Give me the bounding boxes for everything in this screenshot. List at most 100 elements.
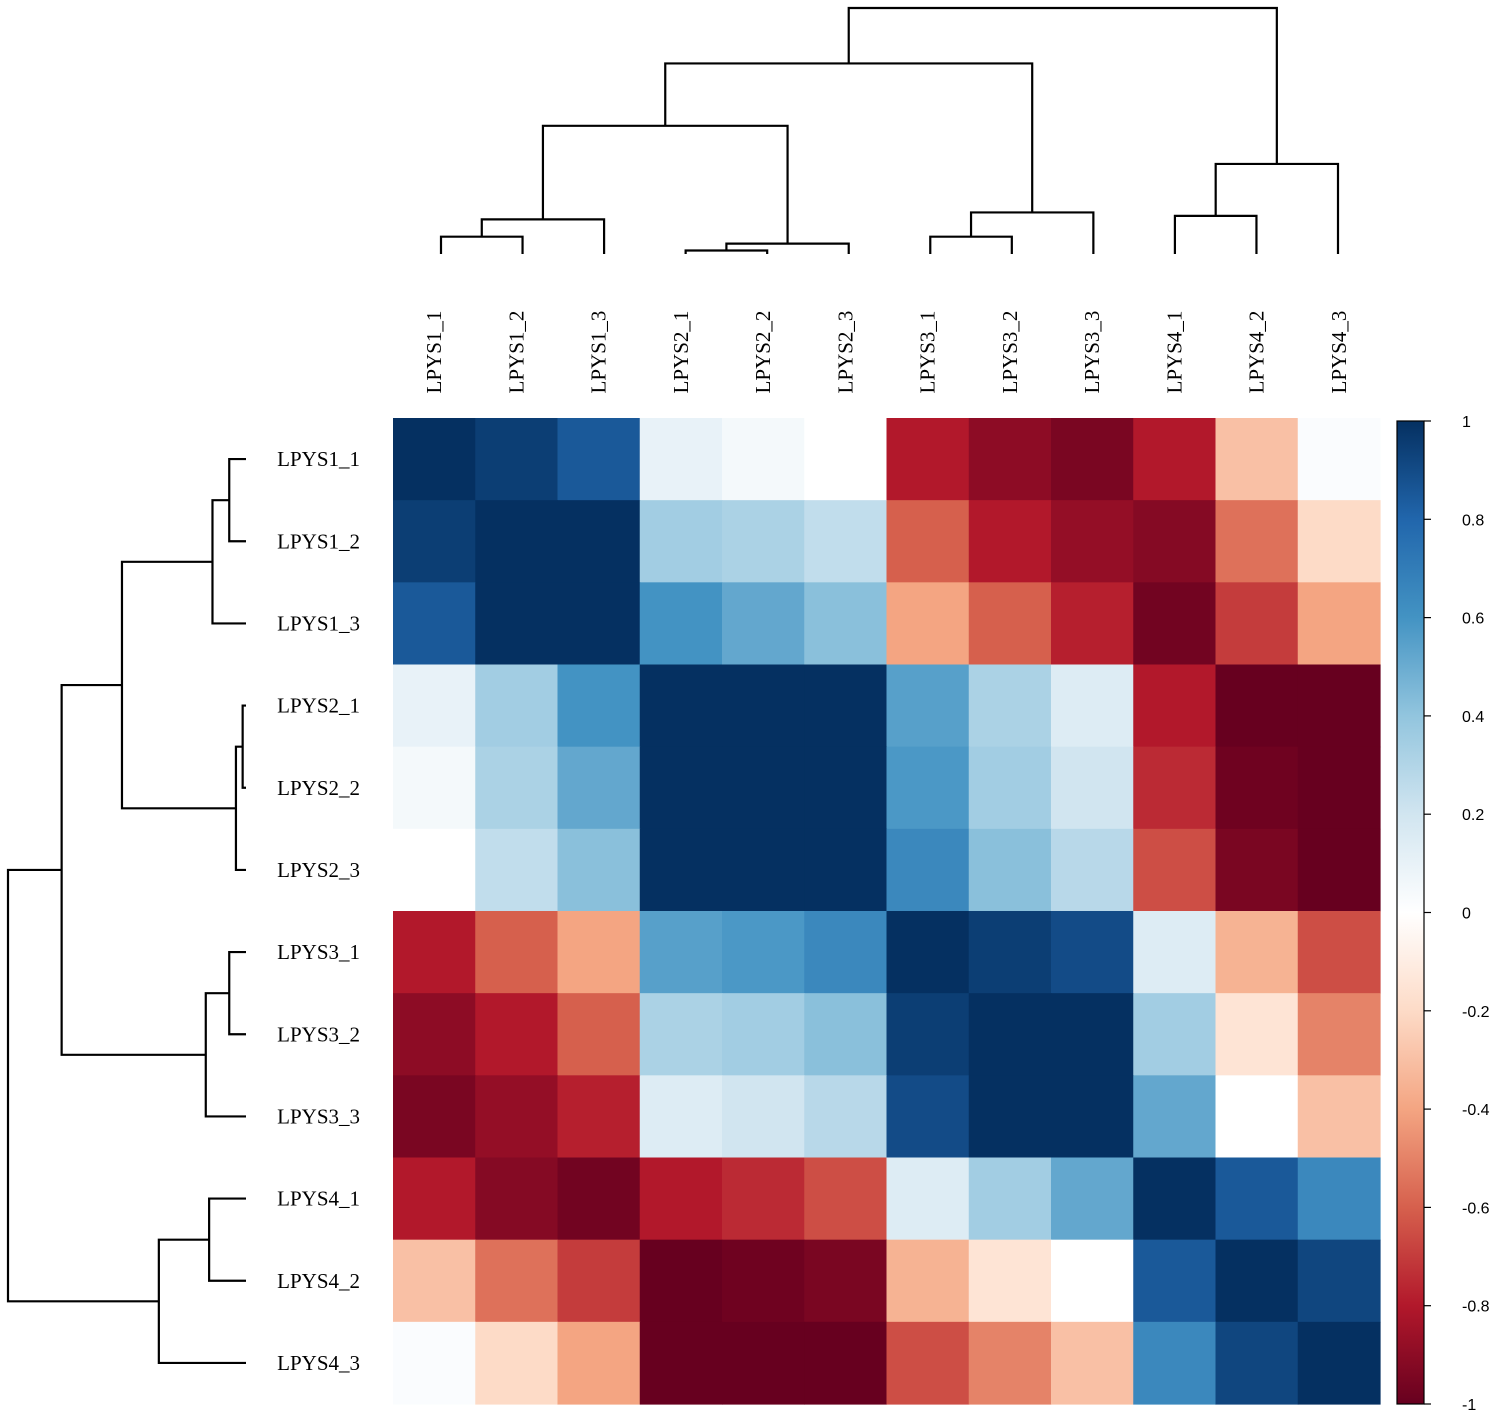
row-label: LPYS2_1 bbox=[277, 694, 360, 718]
heatmap-cell bbox=[722, 746, 805, 830]
heatmap-cell bbox=[475, 1075, 559, 1159]
heatmap-cell bbox=[804, 828, 888, 912]
heatmap-cell bbox=[1297, 418, 1381, 501]
heatmap-cell bbox=[1215, 1157, 1299, 1241]
dendrogram-branch bbox=[684, 249, 769, 254]
heatmap-cell bbox=[804, 500, 888, 583]
dendrogram-branch bbox=[228, 457, 246, 543]
heatmap-cell bbox=[1215, 418, 1299, 501]
heatmap-cell bbox=[1133, 1239, 1217, 1323]
dendrogram-branch bbox=[211, 499, 246, 625]
heatmap-cell bbox=[722, 500, 805, 583]
heatmap-cell bbox=[886, 582, 970, 666]
heatmap-cell bbox=[804, 746, 888, 830]
heatmap-cell bbox=[1215, 500, 1299, 583]
heatmap-cell bbox=[722, 1239, 805, 1323]
row-label: LPYS3_1 bbox=[277, 940, 360, 964]
colorbar-tick-label: -1 bbox=[1462, 1397, 1476, 1414]
dendrogram-branch bbox=[439, 235, 524, 254]
heatmap-cell bbox=[639, 500, 723, 583]
colorbar-tick-label: 1 bbox=[1462, 414, 1471, 431]
dendrogram-branch bbox=[1214, 162, 1340, 254]
dendrogram-branch bbox=[204, 992, 246, 1118]
heatmap-cell bbox=[557, 664, 641, 748]
heatmap-cell bbox=[722, 911, 805, 994]
color-legend: 1 0.8 0.6 0.4 0.2 0 -0.2 -0.4 -0.6 -0.8 -1 bbox=[1396, 414, 1490, 1414]
heatmap-cell bbox=[968, 418, 1052, 501]
colorbar-tick-label: 0.6 bbox=[1462, 611, 1484, 628]
row-label: LPYS2_2 bbox=[277, 776, 360, 800]
heatmap-cell bbox=[557, 1157, 641, 1241]
heatmap-cell bbox=[557, 500, 641, 583]
row-label: LPYS3_3 bbox=[277, 1104, 360, 1128]
row-labels: LPYS1_1 LPYS1_2 LPYS1_3 LPYS2_1 LPYS2_2 LPYS2… bbox=[277, 447, 360, 1375]
heatmap-cell bbox=[804, 1239, 888, 1323]
column-label: LPYS1_1 bbox=[422, 311, 446, 394]
heatmap-cell bbox=[639, 582, 723, 666]
heatmap-cell bbox=[1297, 500, 1381, 583]
heatmap-cell bbox=[557, 582, 641, 666]
heatmap-cell bbox=[475, 1239, 559, 1323]
column-labels: LPYS1_1 LPYS1_2 LPYS1_3 LPYS2_1 LPYS2_2 LPYS2… bbox=[422, 311, 1351, 394]
column-label: LPYS3_3 bbox=[1080, 311, 1104, 394]
dendrogram-branch bbox=[847, 6, 1278, 164]
heatmap-cell bbox=[804, 993, 888, 1076]
heatmap-cell bbox=[475, 582, 559, 666]
row-label: LPYS4_3 bbox=[277, 1351, 360, 1375]
heatmap-cell bbox=[639, 664, 723, 748]
dendrogram-branch bbox=[929, 235, 1013, 254]
heatmap-cell bbox=[1051, 1075, 1134, 1159]
heatmap-cell bbox=[804, 1321, 888, 1405]
heatmap-cell bbox=[722, 582, 805, 666]
heatmap-cell bbox=[639, 1321, 723, 1405]
heatmap-cell bbox=[968, 1075, 1052, 1159]
heatmap-cell bbox=[639, 1157, 723, 1241]
dendrogram-branch bbox=[1173, 214, 1258, 254]
heatmap-cell bbox=[1297, 664, 1381, 748]
heatmap-cell bbox=[393, 1157, 476, 1241]
row-label: LPYS1_3 bbox=[277, 611, 360, 635]
heatmap-cell bbox=[1051, 828, 1134, 912]
heatmap-cell bbox=[475, 911, 559, 994]
heatmap-cell bbox=[1297, 1239, 1381, 1323]
heatmap-cell bbox=[639, 828, 723, 912]
heatmap-cell bbox=[1051, 582, 1134, 666]
heatmap-cells bbox=[393, 418, 1381, 1405]
heatmap-cell bbox=[1215, 911, 1299, 994]
heatmap-cell bbox=[886, 993, 970, 1076]
heatmap-cell bbox=[1297, 582, 1381, 666]
heatmap-cell bbox=[393, 911, 476, 994]
heatmap-cell bbox=[722, 664, 805, 748]
heatmap-cell bbox=[475, 500, 559, 583]
heatmap-cell bbox=[1133, 1075, 1217, 1159]
column-label: LPYS4_3 bbox=[1327, 311, 1351, 394]
heatmap-cell bbox=[1051, 418, 1134, 501]
dendrogram-branch bbox=[241, 704, 246, 789]
heatmap-cell bbox=[804, 582, 888, 666]
heatmap-cell bbox=[804, 1075, 888, 1159]
heatmap-cell bbox=[475, 664, 559, 748]
heatmap-cell bbox=[475, 828, 559, 912]
dendrogram-branch bbox=[725, 242, 850, 254]
heatmap-cell bbox=[886, 664, 970, 748]
heatmap-cell bbox=[1051, 1239, 1134, 1323]
column-label: LPYS2_1 bbox=[669, 311, 693, 394]
column-label: LPYS4_2 bbox=[1245, 311, 1269, 394]
dendrogram-branch bbox=[208, 1197, 246, 1282]
heatmap-cell bbox=[804, 664, 888, 748]
heatmap-cell bbox=[886, 828, 970, 912]
heatmap-cell bbox=[968, 828, 1052, 912]
heatmap-cell bbox=[1051, 911, 1134, 994]
heatmap-cell bbox=[393, 828, 476, 912]
row-dendrogram bbox=[6, 457, 246, 1365]
heatmap-cell bbox=[1297, 1157, 1381, 1241]
heatmap-cell bbox=[968, 1321, 1052, 1405]
heatmap-cell bbox=[557, 1239, 641, 1323]
heatmap-cell bbox=[639, 993, 723, 1076]
heatmap-cell bbox=[393, 418, 476, 501]
row-label: LPYS1_1 bbox=[277, 447, 360, 471]
heatmap-cell bbox=[557, 746, 641, 830]
heatmap-cell bbox=[1133, 828, 1217, 912]
heatmap-cell bbox=[393, 1075, 476, 1159]
